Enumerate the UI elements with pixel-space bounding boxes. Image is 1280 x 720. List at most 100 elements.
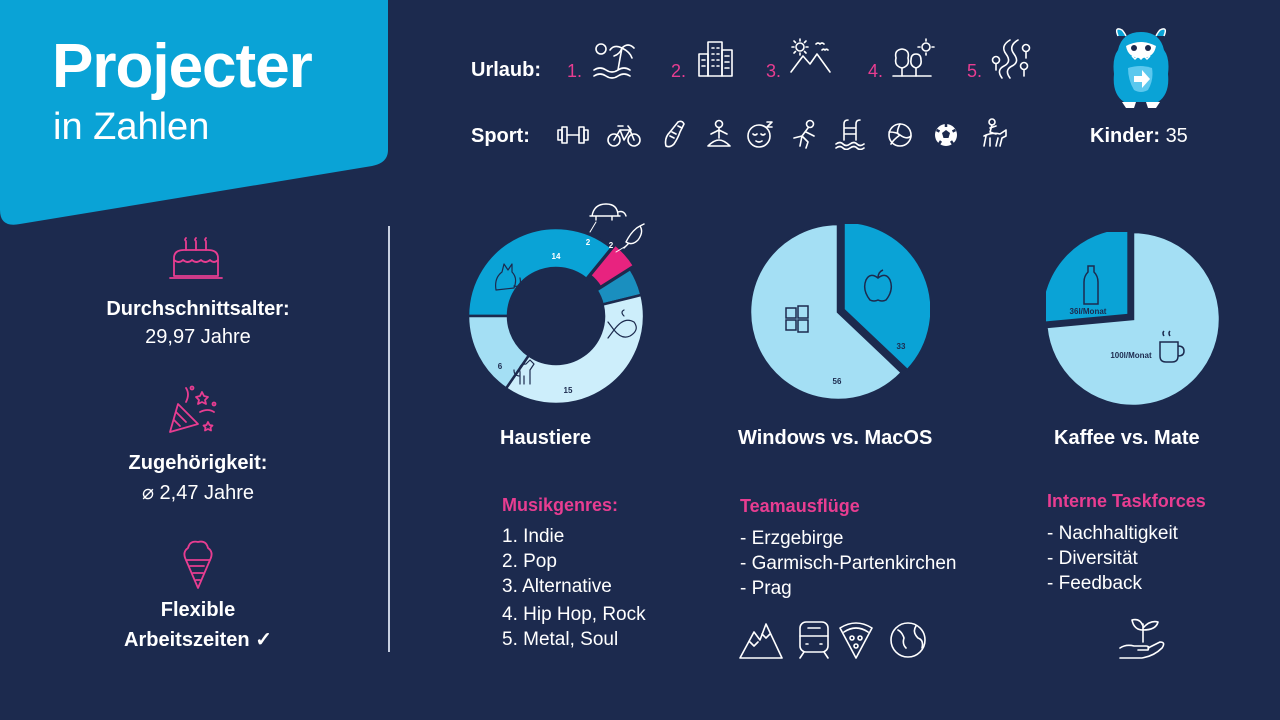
city-buildings-icon: [698, 41, 733, 77]
train-icon: [799, 621, 829, 659]
urlaub-rank-2: 2.: [671, 61, 687, 81]
team-list: Teamausflüge - Erzgebirge - Garmisch-Par…: [740, 496, 956, 601]
kinder-label: Kinder:: [1090, 125, 1160, 147]
musik-items: 1. Indie 2. Pop 3. Alternative 4. Hip Ho…: [502, 524, 646, 652]
turtle-icon: [589, 203, 627, 221]
list-item: 4. Hip Hop, Rock: [502, 604, 646, 625]
os-slices: 33 56: [750, 224, 930, 402]
list-item: 5. Metal, Soul: [502, 629, 619, 650]
list-item: - Erzgebirge: [740, 528, 844, 549]
urlaub-rank-1: 1.: [567, 61, 583, 81]
kinder-value: 35: [1165, 125, 1188, 147]
globe-icon: [890, 622, 926, 658]
stat-value: Arbeitszeiten ✓: [124, 629, 272, 651]
team-items: - Erzgebirge - Garmisch-Partenkirchen - …: [740, 526, 956, 601]
drinks-slices: 100l/Monat 36l/Monat: [1046, 232, 1220, 406]
team-title: Teamausflüge: [740, 496, 860, 516]
slice-label: 14: [552, 252, 561, 261]
list-item: - Garmisch-Partenkirchen: [740, 553, 957, 574]
bottle-icon: [1083, 265, 1099, 305]
drinks-pie-chart: 100l/Monat 36l/Monat: [1046, 232, 1220, 406]
plant-hand-icon: [1119, 618, 1165, 659]
pie-slice-windows: [750, 224, 904, 402]
stat-value: 29,97 Jahre: [145, 326, 251, 348]
dog-icon: [513, 359, 535, 385]
soccer-ball-icon: [935, 124, 957, 146]
beach-palm-icon: [593, 43, 635, 79]
stat-heading: Flexible: [160, 599, 236, 621]
pie-slice-kaffee: [1046, 232, 1220, 406]
slice-label: 6: [498, 362, 503, 371]
list-item: - Diversität: [1047, 548, 1138, 569]
list-item: 1. Indie: [502, 526, 565, 547]
sleeping-face-icon: [747, 121, 773, 148]
task-items: - Nachhaltigkeit - Diversität - Feedback: [1047, 521, 1206, 596]
page-subtitle: in Zahlen: [53, 106, 210, 148]
forest-sun-icon: [892, 38, 935, 77]
pizza-icon: [839, 622, 873, 659]
urlaub-rank-4: 4.: [868, 61, 884, 81]
musik-title: Musikgenres:: [502, 495, 619, 515]
stat-zugehoerigkeit: Zugehörigkeit: ⌀ 2,47 Jahre: [80, 452, 316, 505]
list-item: - Prag: [740, 578, 792, 599]
stat-flexible: Flexible Arbeitszeiten ✓: [80, 599, 316, 652]
page-title: Projecter: [52, 32, 313, 101]
haustiere-slices: 14 2 2 15 6: [468, 226, 646, 406]
apple-icon: [863, 269, 893, 302]
mountains-birds-icon: [790, 38, 831, 73]
os-title: Windows vs. MacOS: [738, 427, 933, 449]
haustiere-title: Haustiere: [500, 427, 592, 449]
monster-mascot-icon: [1113, 28, 1169, 108]
party-popper-icon: [169, 385, 217, 433]
bicycle-icon: [607, 125, 641, 147]
task-title: Interne Taskforces: [1047, 491, 1206, 511]
header-banner: [0, 0, 388, 225]
kinder-stat: Kinder: 35: [1090, 125, 1188, 148]
urlaub-rank-5: 5.: [967, 61, 983, 81]
slice-label: 33: [897, 342, 906, 351]
slice-label: 56: [833, 377, 842, 386]
pie-slice-macos: [842, 224, 930, 372]
fish-icon: [607, 309, 637, 339]
stat-durchschnittsalter: Durchschnittsalter: 29,97 Jahre: [80, 298, 316, 349]
birthday-cake-icon: [169, 237, 223, 279]
pie-slice-mate: [1046, 232, 1130, 324]
volleyball-icon: [888, 123, 912, 147]
list-item: - Feedback: [1047, 573, 1143, 594]
ice-cream-icon: [183, 540, 213, 589]
list-item: - Nachhaltigkeit: [1047, 523, 1178, 544]
column-divider: [388, 226, 390, 652]
slice-label: 100l/Monat: [1110, 351, 1152, 360]
hiking-path-icon: [991, 39, 1031, 79]
haustiere-donut-chart: 14 2 2 15 6: [468, 203, 646, 406]
list-item: 3. Alternative: [502, 576, 612, 597]
urlaub-rank-3: 3.: [766, 61, 782, 81]
horse-riding-icon: [983, 118, 1007, 147]
list-item: 2. Pop: [502, 551, 557, 572]
pie-slice-katze: [468, 226, 614, 318]
stat-value: ⌀ 2,47 Jahre: [141, 482, 255, 504]
cat-icon: [495, 263, 521, 291]
drinks-title: Kaffee vs. Mate: [1054, 427, 1200, 449]
dumbbell-icon: [557, 126, 589, 144]
slice-label: 2: [609, 241, 614, 250]
os-pie-chart: 33 56: [750, 224, 930, 402]
team-icons: [739, 621, 926, 659]
slice-label: 36l/Monat: [1070, 307, 1107, 316]
windows-icon: [785, 305, 809, 333]
coffee-mug-icon: [1159, 330, 1185, 363]
slice-label: 2: [586, 238, 591, 247]
musik-list: Musikgenres: 1. Indie 2. Pop 3. Alternat…: [502, 495, 646, 652]
climbing-icon: [793, 119, 815, 149]
swimming-pool-icon: [835, 119, 865, 150]
urlaub-label: Urlaub:: [471, 59, 541, 81]
task-list: Interne Taskforces - Nachhaltigkeit - Di…: [1047, 491, 1206, 596]
bird-icon: [623, 223, 645, 249]
running-shoe-icon: [664, 120, 685, 148]
stat-heading: Zugehörigkeit:: [128, 452, 268, 474]
mountain-icon: [739, 623, 783, 659]
stat-heading: Durchschnittsalter:: [106, 298, 290, 320]
pie-slice-fisch: [504, 293, 646, 406]
slice-label: 15: [564, 386, 573, 395]
sport-label: Sport:: [471, 125, 530, 147]
